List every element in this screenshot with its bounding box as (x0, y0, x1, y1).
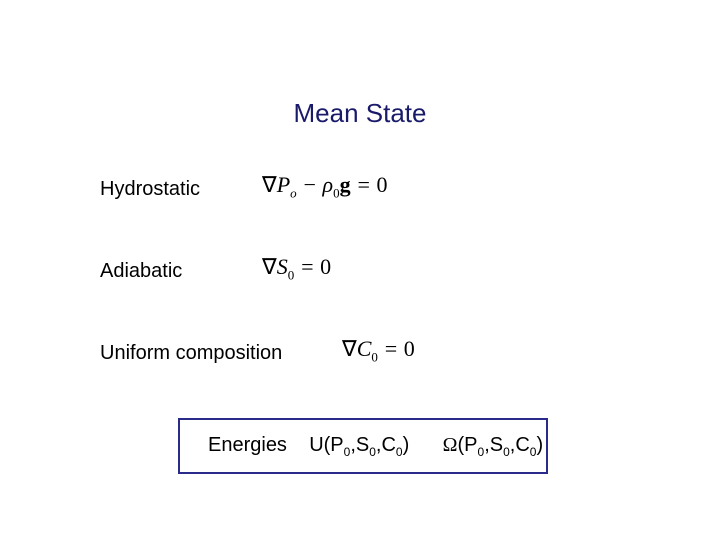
label-uniform: Uniform composition (100, 342, 330, 365)
energies-fn-u: U(P0,S0,C0) (309, 434, 409, 456)
equation-uniform: ∇C0 = 0 (342, 336, 415, 365)
energies-line: Energies U(P0,S0,C0) Ω(P0,S0,C0) (208, 434, 543, 459)
equation-adiabatic: ∇S0 = 0 (262, 254, 331, 283)
energies-label: Energies (208, 434, 287, 456)
row-uniform: Uniform composition (100, 342, 330, 365)
slide: Mean State Hydrostatic ∇Po − ρ0g = 0 Adi… (0, 0, 720, 540)
energies-fn-omega: Ω(P0,S0,C0) (443, 434, 544, 456)
equation-hydrostatic: ∇Po − ρ0g = 0 (262, 172, 387, 201)
slide-title: Mean State (0, 98, 720, 129)
